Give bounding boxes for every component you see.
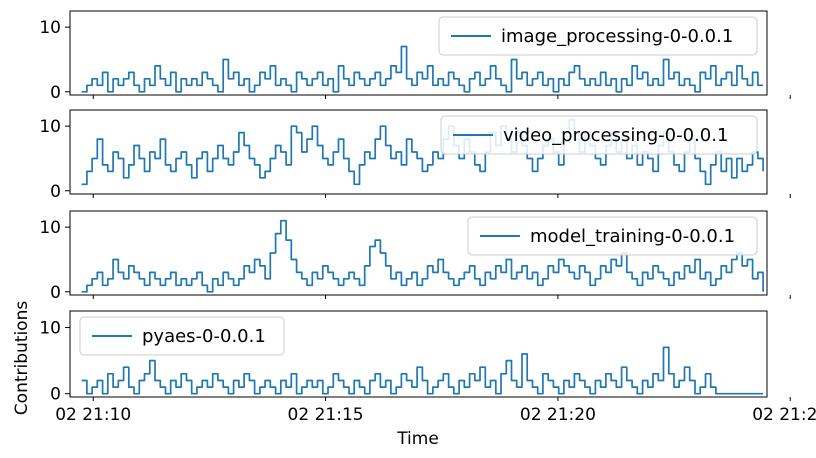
y-tick-label: 10	[39, 18, 61, 38]
y-tick-label: 10	[39, 117, 61, 137]
legend-label: video_processing-0-0.0.1	[503, 125, 728, 146]
legend-label: pyaes-0-0.0.1	[142, 326, 266, 347]
x-tick-label: 02 21:25	[752, 405, 816, 425]
axes-frame-4	[69, 310, 768, 398]
y-tick-label: 10	[39, 319, 61, 339]
chart-panels: 0 10 image_processing-0-0.0.1 0 10 video_proc…	[39, 10, 816, 425]
x-tick-label: 02 21:10	[55, 405, 131, 425]
axes-frame-3	[69, 210, 768, 296]
legend-label: image_processing-0-0.0.1	[501, 26, 733, 47]
y-tick-label: 0	[50, 385, 61, 405]
y-axis-label: Contributions	[12, 301, 32, 416]
legend-box	[467, 216, 758, 256]
legend-box	[440, 115, 758, 155]
legend-box	[79, 316, 285, 356]
y-tick-label: 0	[50, 83, 61, 103]
x-tick-label: 02 21:20	[520, 405, 596, 425]
legend-box	[438, 16, 758, 56]
y-tick-label: 0	[50, 182, 61, 202]
y-tick-label: 0	[50, 283, 61, 303]
series-line-4	[81, 346, 764, 395]
series-line-3	[81, 219, 764, 293]
series-line-2	[81, 118, 764, 186]
axes-frame-1	[69, 10, 768, 96]
series-line-1	[81, 45, 764, 93]
legend-label: model_training-0-0.0.1	[530, 226, 735, 247]
x-tick-label: 02 21:15	[288, 405, 364, 425]
x-axis-label: Time	[396, 429, 439, 449]
y-tick-label: 10	[39, 218, 61, 238]
axes-frame-2	[69, 109, 768, 195]
